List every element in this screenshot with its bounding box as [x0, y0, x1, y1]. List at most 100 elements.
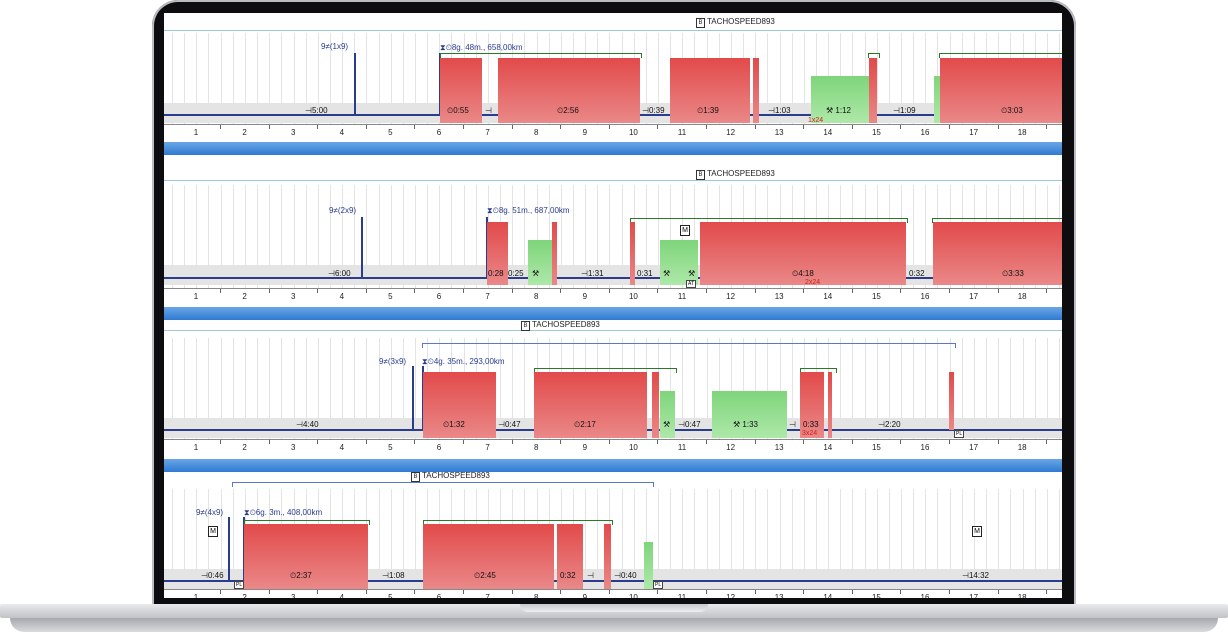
- hour-tick: [560, 590, 562, 594]
- segment-label: ⊣0:47: [678, 420, 701, 429]
- hour-tick: [317, 440, 319, 444]
- gridline: [487, 33, 489, 124]
- work-block[interactable]: [660, 240, 698, 285]
- gridline: [463, 185, 465, 288]
- shift-summary[interactable]: ⧗⏲4g. 35m., 293,00km: [422, 357, 505, 366]
- work-block[interactable]: [712, 391, 787, 438]
- segment-label: ⏲2:17: [574, 420, 596, 429]
- driving-block[interactable]: [534, 372, 647, 438]
- driving-block[interactable]: [630, 222, 635, 285]
- vehicle-label: B TACHOSPEED893: [521, 320, 600, 331]
- gridline: [670, 185, 672, 288]
- work-block[interactable]: [934, 76, 940, 123]
- hour-label: 18: [1017, 292, 1027, 301]
- hour-tick: [706, 590, 707, 594]
- driving-block[interactable]: [652, 372, 659, 438]
- hour-label: 12: [726, 443, 736, 452]
- hour-tick: [560, 289, 562, 293]
- manual-entry-badge[interactable]: M: [208, 526, 218, 537]
- tag-pl: PL: [234, 581, 245, 589]
- violation-note: 3x24: [802, 430, 818, 437]
- gridline: [342, 338, 344, 439]
- shift-bracket: [939, 53, 1062, 58]
- shift-bracket: [630, 218, 908, 223]
- gridline: [390, 33, 392, 124]
- segment-label: ⏲4:18: [792, 269, 814, 278]
- shift-summary[interactable]: ⧗⏲6g. 3m., 408,00km: [244, 508, 323, 517]
- hour-tick: [949, 289, 950, 293]
- gridline: [415, 489, 416, 589]
- shift-summary[interactable]: ⧗⏲8g. 48m., 658,00km: [440, 43, 523, 52]
- gridline: [901, 33, 902, 124]
- segment-label: ⊣5:00: [305, 106, 328, 115]
- driving-block[interactable]: [828, 372, 832, 438]
- driving-block[interactable]: [440, 58, 482, 123]
- manual-entry-badge[interactable]: M: [680, 225, 690, 236]
- hour-label: 9: [582, 593, 588, 598]
- segment-label: ⊣0:39: [642, 106, 665, 115]
- gridline: [378, 338, 380, 439]
- hour-label: 16: [920, 443, 930, 452]
- gridline: [329, 185, 331, 288]
- hour-label: 3: [290, 292, 296, 301]
- gridline: [961, 338, 963, 439]
- work-block[interactable]: [660, 391, 675, 438]
- hour-axis: 1 2 3 4 5 6 7 8 9 10 11 12 13 14 15 16 17 18: [164, 288, 1062, 305]
- driving-block[interactable]: [670, 58, 750, 123]
- driving-block[interactable]: [498, 58, 640, 123]
- gridline: [500, 338, 502, 439]
- segment-label: 0:25: [508, 269, 524, 278]
- driving-block[interactable]: [869, 58, 877, 123]
- gridline: [682, 338, 684, 439]
- gridline: [767, 338, 769, 439]
- hour-label: 4: [339, 292, 345, 301]
- gridline: [803, 33, 805, 124]
- gridline: [973, 338, 975, 439]
- segment-label: ⏲1:32: [443, 420, 465, 429]
- hour-label: 5: [388, 128, 393, 137]
- driving-block[interactable]: [700, 222, 906, 285]
- work-block[interactable]: [528, 240, 552, 285]
- work-block[interactable]: [811, 76, 869, 123]
- gridline: [1022, 338, 1024, 439]
- hour-tick: [268, 590, 270, 594]
- hour-label: 10: [628, 128, 638, 137]
- gridline: [329, 338, 331, 439]
- shift-summary[interactable]: ⧗⏲8g. 51m., 687,00km: [487, 206, 570, 215]
- shift-bracket: [534, 368, 677, 373]
- gridline: [305, 33, 307, 124]
- gridline: [196, 185, 198, 288]
- driving-block[interactable]: [800, 372, 824, 438]
- gridline: [184, 33, 186, 124]
- manual-entry-badge[interactable]: M: [972, 526, 982, 537]
- gridline: [378, 33, 380, 124]
- driving-block[interactable]: [423, 524, 554, 589]
- gridline: [415, 185, 416, 288]
- gridline: [415, 33, 416, 124]
- gridline: [961, 489, 963, 589]
- hour-tick: [754, 289, 756, 293]
- hour-tick: [754, 125, 756, 129]
- hour-label: 9: [582, 128, 588, 137]
- driving-block[interactable]: [753, 58, 759, 123]
- driving-block[interactable]: [933, 222, 1062, 285]
- driving-block[interactable]: [604, 524, 611, 589]
- driving-block[interactable]: [423, 372, 496, 438]
- period-bracket: [232, 482, 654, 487]
- driving-block[interactable]: [940, 58, 1062, 123]
- gridline: [451, 185, 453, 288]
- gridline: [1034, 338, 1036, 439]
- hour-tick: [220, 440, 221, 444]
- gridline: [269, 338, 271, 439]
- driving-block[interactable]: [244, 524, 368, 589]
- driving-block[interactable]: [552, 222, 557, 285]
- driving-block[interactable]: [557, 524, 583, 589]
- gridline: [876, 338, 878, 439]
- gridline: [560, 185, 562, 288]
- driving-block[interactable]: [487, 222, 508, 285]
- gridline: [852, 489, 854, 589]
- day-divider-line: [164, 180, 1062, 181]
- work-block[interactable]: [644, 542, 653, 589]
- driving-block[interactable]: [949, 372, 954, 430]
- hour-tick: [997, 590, 999, 594]
